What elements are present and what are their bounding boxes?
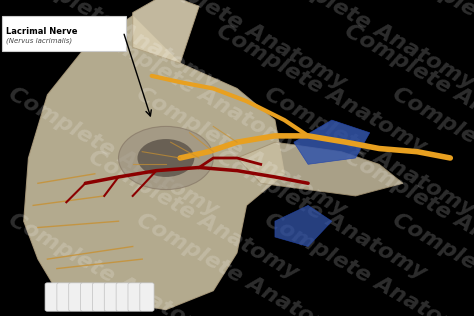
FancyBboxPatch shape	[92, 283, 107, 311]
FancyBboxPatch shape	[45, 283, 59, 311]
FancyBboxPatch shape	[57, 283, 71, 311]
Text: Complete Anatomy: Complete Anatomy	[389, 210, 474, 316]
Text: Complete Anatomy: Complete Anatomy	[469, 20, 474, 157]
FancyBboxPatch shape	[128, 283, 142, 311]
Text: Complete Anatomy: Complete Anatomy	[261, 0, 474, 94]
Text: Complete Anatomy: Complete Anatomy	[389, 0, 474, 94]
Text: Complete Anatomy: Complete Anatomy	[133, 210, 349, 316]
Text: Complete Anatomy: Complete Anatomy	[261, 210, 474, 316]
Circle shape	[137, 139, 194, 177]
Text: Complete Anatomy: Complete Anatomy	[341, 20, 474, 157]
Circle shape	[118, 126, 213, 190]
Text: Complete Anatomy: Complete Anatomy	[5, 210, 221, 316]
Text: Complete Anatomy: Complete Anatomy	[85, 147, 302, 283]
Polygon shape	[133, 0, 199, 63]
Text: Complete Anatomy: Complete Anatomy	[5, 83, 221, 220]
Text: Complete Anatomy: Complete Anatomy	[389, 83, 474, 220]
Polygon shape	[275, 205, 332, 246]
FancyBboxPatch shape	[116, 283, 130, 311]
Polygon shape	[294, 120, 370, 164]
Text: Complete Anatomy: Complete Anatomy	[213, 20, 430, 157]
Text: Complete Anatomy: Complete Anatomy	[85, 20, 302, 157]
Text: (Nervus lacrimalis): (Nervus lacrimalis)	[6, 38, 72, 45]
FancyBboxPatch shape	[2, 16, 126, 51]
FancyBboxPatch shape	[69, 283, 83, 311]
Text: Complete Anatomy: Complete Anatomy	[469, 147, 474, 283]
Text: Lacrimal Nerve: Lacrimal Nerve	[6, 27, 77, 36]
Text: Complete Anatomy: Complete Anatomy	[5, 0, 221, 94]
Polygon shape	[237, 142, 403, 196]
Polygon shape	[24, 16, 284, 310]
Text: Complete Anatomy: Complete Anatomy	[341, 147, 474, 283]
Text: Complete Anatomy: Complete Anatomy	[261, 83, 474, 220]
Text: Complete Anatomy: Complete Anatomy	[133, 0, 349, 94]
FancyBboxPatch shape	[104, 283, 118, 311]
FancyBboxPatch shape	[81, 283, 95, 311]
FancyBboxPatch shape	[140, 283, 154, 311]
Text: Complete Anatomy: Complete Anatomy	[133, 83, 349, 220]
Text: Complete Anatomy: Complete Anatomy	[213, 147, 430, 283]
